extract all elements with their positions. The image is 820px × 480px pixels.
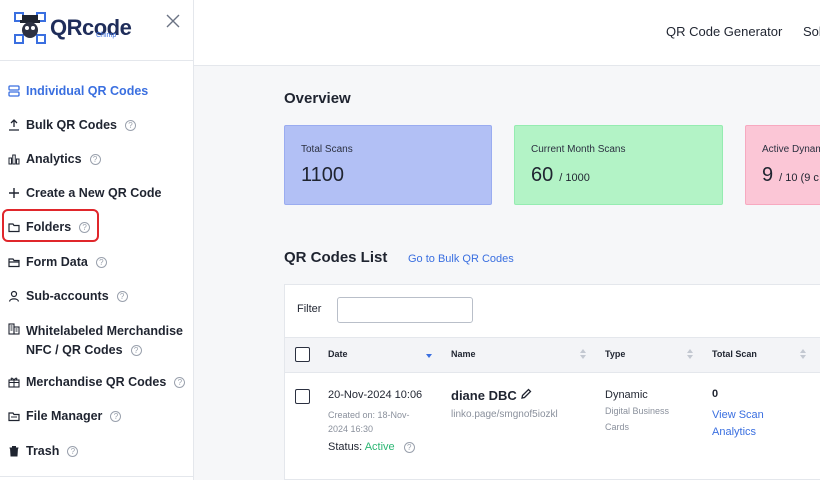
help-icon[interactable]: ? xyxy=(125,119,136,131)
stat-card-current-month-scans: Current Month Scans 60/ 1000 xyxy=(514,125,723,205)
sidebar-item-merchandise-qr-codes[interactable]: Merchandise QR Codes ? xyxy=(8,375,186,389)
sidebar-item-create-new-qr-code[interactable]: Create a New QR Code xyxy=(8,186,161,200)
sidebar-item-label: Folders xyxy=(26,220,72,234)
sidebar: QRcode Chimp Individual QR Codes Bulk QR… xyxy=(0,0,194,480)
table-header: Date Name Type Total Scan xyxy=(285,337,820,373)
sidebar-item-analytics[interactable]: Analytics ? xyxy=(8,152,101,166)
sidebar-item-label: Merchandise QR Codes xyxy=(26,375,167,389)
row-type: Dynamic xyxy=(605,389,648,401)
help-icon[interactable]: ? xyxy=(110,410,122,422)
sidebar-item-label: Bulk QR Codes xyxy=(26,118,117,132)
user-icon xyxy=(8,290,20,302)
brand-sub: Chimp xyxy=(96,32,117,39)
column-header-total-scan[interactable]: Total Scan xyxy=(712,349,757,359)
sidebar-item-sub-accounts[interactable]: Sub-accounts ? xyxy=(8,289,128,303)
row-qr-url[interactable]: linko.page/smgnof5iozkl xyxy=(451,409,558,420)
help-icon[interactable]: ? xyxy=(67,445,79,457)
upload-icon xyxy=(9,119,19,131)
row-total-scan: 0 xyxy=(712,388,719,400)
sidebar-item-label: Whitelabeled Merchandise xyxy=(26,324,183,338)
edit-pencil-icon[interactable] xyxy=(520,388,532,400)
stat-label: Current Month Scans xyxy=(531,144,626,155)
stat-label: Total Scans xyxy=(301,144,353,155)
brand-name: QRcode xyxy=(50,15,132,40)
bar-chart-icon xyxy=(8,154,20,165)
sidebar-item-whitelabeled-merchandise[interactable]: Whitelabeled Merchandise NFC / QR Codes … xyxy=(8,322,183,360)
sidebar-item-label: File Manager xyxy=(26,409,103,423)
sort-desc-icon[interactable] xyxy=(425,346,433,362)
row-type-sub-2: Cards xyxy=(605,422,630,432)
column-header-type[interactable]: Type xyxy=(605,349,626,359)
sidebar-item-file-manager[interactable]: File Manager ? xyxy=(8,409,122,423)
divider xyxy=(0,476,194,477)
select-all-checkbox[interactable] xyxy=(295,347,310,362)
sort-icon[interactable] xyxy=(799,346,807,362)
sidebar-item-trash[interactable]: Trash ? xyxy=(8,444,79,458)
row-status: Status: Active ? xyxy=(328,441,415,453)
sort-icon[interactable] xyxy=(579,346,587,362)
folder-open-icon xyxy=(8,258,20,268)
help-icon[interactable]: ? xyxy=(116,290,128,302)
stat-label: Active Dynam xyxy=(762,144,820,155)
help-icon[interactable]: ? xyxy=(79,221,91,233)
plus-icon xyxy=(9,188,19,198)
stat-card-active-dynamic: Active Dynam 9/ 10 (9 c xyxy=(745,125,820,205)
brand-logo[interactable]: QRcode xyxy=(14,12,132,44)
filter-input[interactable] xyxy=(337,297,473,323)
qrcode-chimp-logo-icon xyxy=(14,12,46,44)
sidebar-item-label: Analytics xyxy=(26,152,82,166)
sort-icon[interactable] xyxy=(686,346,694,362)
sidebar-item-bulk-qr-codes[interactable]: Bulk QR Codes ? xyxy=(8,118,136,132)
sidebar-item-label: Create a New QR Code xyxy=(26,186,162,200)
row-type-sub: Digital Business xyxy=(605,406,670,416)
stack-icon xyxy=(8,85,20,97)
qr-codes-list-title: QR Codes List xyxy=(284,249,388,266)
help-icon[interactable]: ? xyxy=(89,153,101,165)
stat-card-total-scans: Total Scans 1100 xyxy=(284,125,492,205)
sidebar-item-label: Form Data xyxy=(26,255,88,269)
folder-files-icon xyxy=(8,412,20,422)
row-date: 20-Nov-2024 10:06 xyxy=(328,389,423,401)
help-icon[interactable]: ? xyxy=(95,256,107,268)
close-icon[interactable] xyxy=(164,12,182,30)
sidebar-item-label-line2: NFC / QR Codes xyxy=(26,343,123,357)
status-badge: Active xyxy=(364,441,395,453)
overview-title: Overview xyxy=(284,90,351,107)
stat-value: 9/ 10 (9 c xyxy=(762,164,819,186)
help-icon[interactable]: ? xyxy=(174,376,186,388)
building-icon xyxy=(8,323,20,335)
nav-link-solutions[interactable]: Sol xyxy=(803,24,820,39)
qr-codes-table: Filter Date Name Type Total Scan 20-Nov-… xyxy=(284,284,820,480)
nav-link-qr-code-generator[interactable]: QR Code Generator xyxy=(666,24,783,39)
row-created-on: Created on: 18-Nov- xyxy=(328,410,410,420)
row-created-on-time: 2024 16:30 xyxy=(328,424,374,434)
divider xyxy=(0,60,194,61)
filter-label: Filter xyxy=(297,303,322,315)
help-icon[interactable]: ? xyxy=(403,442,415,453)
sidebar-item-folders[interactable]: Folders ? xyxy=(8,220,91,234)
column-header-name[interactable]: Name xyxy=(451,349,476,359)
stat-value: 1100 xyxy=(301,164,345,186)
column-header-date[interactable]: Date xyxy=(328,349,348,359)
row-checkbox[interactable] xyxy=(295,389,310,404)
folder-icon xyxy=(8,223,20,233)
go-to-bulk-qr-codes-link[interactable]: Go to Bulk QR Codes xyxy=(408,253,514,265)
sidebar-item-form-data[interactable]: Form Data ? xyxy=(8,255,107,269)
help-icon[interactable]: ? xyxy=(130,345,142,356)
sidebar-item-individual-qr-codes[interactable]: Individual QR Codes xyxy=(8,84,148,98)
trash-icon xyxy=(9,446,19,457)
row-qr-name[interactable]: diane DBC xyxy=(451,388,517,403)
gift-icon xyxy=(8,377,20,388)
folders-highlight-box xyxy=(2,209,99,242)
sidebar-item-label: Sub-accounts xyxy=(26,289,109,303)
view-scan-analytics-link-line2[interactable]: Analytics xyxy=(712,426,757,438)
sidebar-item-label: Individual QR Codes xyxy=(26,84,149,98)
top-nav-bar: QR Code Generator Sol xyxy=(194,0,820,66)
view-scan-analytics-link[interactable]: View Scan xyxy=(712,409,764,421)
stat-value: 60/ 1000 xyxy=(531,164,590,186)
sidebar-item-label: Trash xyxy=(26,444,60,458)
